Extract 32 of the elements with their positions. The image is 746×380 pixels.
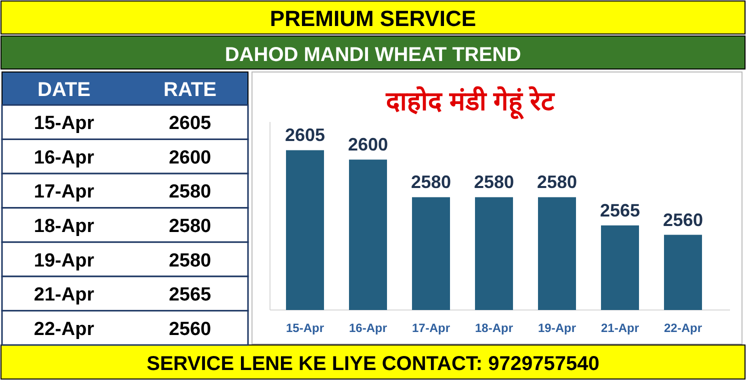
category-label: 16-Apr [34,147,95,168]
category-label: 17-Apr [34,182,95,203]
data-label: 2605 [168,113,212,134]
footer-banner: SERVICE LENE KE LIYE CONTACT: 9729757540 [0,344,746,380]
data-label: 2605 [284,125,326,146]
data-label: 2600 [168,147,212,168]
data-label: 2580 [474,172,514,192]
x-tick-label: 15-Apr [286,321,324,335]
category-label: 15-Apr [34,113,95,134]
x-tick-label: 19-Apr [538,321,576,335]
x-tick-label: 22-Apr [664,321,702,335]
data-label: 2580 [410,172,452,192]
category-label: 18-Apr [34,216,95,237]
category-label: 19-Apr [34,250,95,272]
table: DATE RATE 15-Apr 2605 16-Apr 2600 17-Apr 2580 18-Apr 2580 19-Apr 2580 21-Apr 2565 22-Apr 2560 [1,72,249,346]
data-label: 2580 [168,216,212,237]
data-label: 2580 [168,182,212,203]
top-banner: PREMIUM SERVICE [0,0,746,34]
data-label: 2565 [168,284,212,306]
chart-title: दाहोद मंडी गेहूं रेट [385,86,555,120]
data-label: 2580 [168,250,212,272]
subtitle-banner: DAHOD MANDI WHEAT TREND [0,36,746,70]
x-tick-label: 16-Apr [348,321,388,335]
data-label: 2560 [662,210,704,230]
x-tick-label: 18-Apr [474,321,514,335]
x-tick-label: 21-Apr [600,321,640,335]
data-label: 2565 [600,200,640,220]
category-label: 21-Apr [34,284,95,306]
data-label: 2560 [168,318,212,340]
x-tick-label: 17-Apr [412,321,450,335]
data-label: 2580 [536,172,578,192]
data-label: 2600 [348,134,388,155]
